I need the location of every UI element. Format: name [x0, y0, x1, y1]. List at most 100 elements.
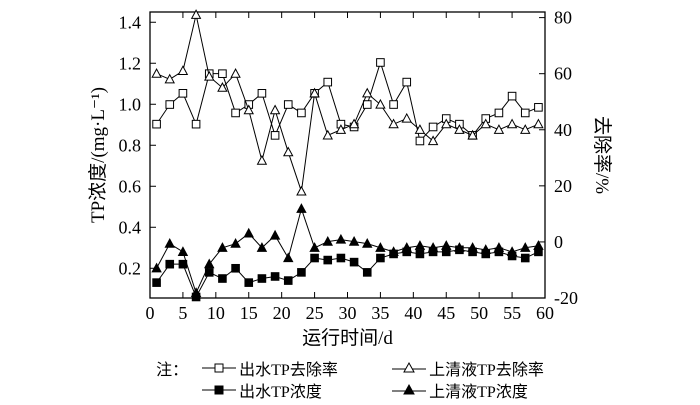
- filled-triangle-marker: [480, 244, 491, 254]
- open-square-marker: [218, 69, 227, 78]
- open-triangle-marker: [441, 118, 452, 129]
- filled-square-marker: [520, 253, 530, 263]
- open-square-marker: [507, 91, 517, 101]
- filled-triangle-marker: [506, 246, 518, 256]
- filled-triangle-marker-icon: [392, 383, 427, 395]
- filled-triangle-marker: [309, 242, 320, 252]
- filled-triangle-marker: [283, 252, 294, 263]
- filled-square-marker: [336, 253, 346, 263]
- legend-label: 上清液TP去除率: [429, 362, 544, 379]
- filled-triangle-marker: [204, 258, 215, 269]
- right-tick-label: 20: [554, 176, 572, 196]
- open-square-marker: [415, 136, 425, 146]
- legend-row-2: 出水TP浓度 上清液TP浓度: [156, 379, 544, 401]
- left-tick-label: 1.0: [119, 94, 142, 114]
- x-tick-label: 30: [339, 303, 357, 323]
- filled-square-marker-icon: [202, 385, 237, 395]
- open-square-marker: [283, 100, 293, 109]
- legend-label: 上清液TP浓度: [429, 384, 528, 401]
- open-square-marker: [520, 108, 530, 118]
- x-tick-label: 15: [240, 303, 258, 323]
- open-triangle-marker: [283, 146, 294, 157]
- x-tick-label: 20: [273, 303, 291, 323]
- right-tick-label: 60: [554, 64, 572, 84]
- filled-square-marker: [362, 268, 372, 277]
- x-tick-label: 25: [306, 303, 324, 323]
- open-triangle-marker: [190, 9, 202, 19]
- open-square-marker: [428, 122, 438, 132]
- filled-triangle-marker: [190, 287, 202, 297]
- open-triangle-marker: [401, 112, 412, 123]
- open-triangle-marker: [296, 185, 307, 196]
- x-tick-label: 5: [178, 303, 187, 323]
- filled-triangle-marker: [243, 227, 254, 238]
- filled-triangle-marker: [335, 233, 347, 244]
- filled-square-marker: [231, 263, 240, 273]
- open-triangle-marker: [506, 118, 518, 129]
- filled-square-marker: [297, 268, 306, 277]
- left-tick-label: 0.6: [119, 176, 142, 196]
- filled-square-marker: [152, 278, 161, 287]
- left-tick-label: 1.2: [119, 53, 142, 73]
- left-tick-label: 1.4: [119, 12, 142, 32]
- open-square-marker-icon: [202, 363, 237, 373]
- series-1-line: [156, 14, 539, 192]
- open-triangle-marker: [269, 104, 281, 115]
- open-triangle-marker: [164, 73, 175, 84]
- filled-triangle-marker: [454, 242, 465, 252]
- x-tick-label: 55: [503, 303, 521, 323]
- filled-square-marker: [323, 255, 333, 265]
- left-axis-title: TP浓度/(mg·L⁻¹): [87, 87, 109, 223]
- filled-triangle-marker: [230, 238, 241, 248]
- x-tick-label: 60: [536, 303, 554, 323]
- open-square-marker: [376, 58, 385, 67]
- filled-square-marker: [244, 278, 254, 287]
- open-square-marker: [389, 100, 398, 109]
- open-triangle-marker: [322, 129, 333, 140]
- filled-triangle-marker: [322, 235, 333, 246]
- legend-row-1: 注： 出水TP去除率 上清液TP去除率: [156, 357, 544, 379]
- filled-triangle-marker: [348, 235, 360, 246]
- x-tick-label: 10: [207, 303, 225, 323]
- open-triangle-marker: [375, 98, 386, 109]
- x-axis-title: 运行时间/d: [302, 327, 393, 349]
- filled-triangle-marker: [375, 242, 386, 252]
- left-tick-label: 0.4: [119, 217, 142, 237]
- left-tick-label: 0.2: [119, 258, 142, 278]
- filled-triangle-marker: [427, 242, 439, 252]
- open-square-marker: [297, 108, 306, 118]
- x-tick-label: 40: [404, 303, 422, 323]
- filled-square-marker: [218, 274, 227, 283]
- filled-square-marker: [283, 276, 293, 285]
- open-triangle-marker: [533, 118, 544, 129]
- open-square-marker: [270, 131, 280, 140]
- open-square-marker: [494, 108, 504, 118]
- chart-legend: 注： 出水TP去除率 上清液TP去除率: [156, 357, 544, 401]
- right-tick-label: 0: [554, 232, 563, 252]
- open-triangle-marker: [480, 118, 491, 129]
- open-square-marker: [257, 89, 267, 98]
- filled-triangle-marker: [414, 240, 426, 250]
- open-square-marker: [191, 119, 201, 129]
- right-tick-label: 80: [554, 8, 572, 28]
- open-triangle-marker: [362, 87, 373, 98]
- open-square-marker: [362, 100, 372, 109]
- open-triangle-marker: [243, 104, 254, 115]
- filled-triangle-marker: [388, 246, 399, 256]
- open-square-marker: [323, 77, 333, 87]
- filled-triangle-marker: [401, 242, 412, 252]
- filled-triangle-marker: [362, 238, 373, 248]
- open-triangle-marker: [256, 154, 268, 165]
- open-triangle-marker: [388, 118, 399, 129]
- open-square-marker: [534, 103, 543, 112]
- open-triangle-marker: [467, 129, 478, 140]
- filled-square-marker: [415, 249, 425, 259]
- filled-triangle-marker: [217, 242, 228, 252]
- open-triangle-marker: [230, 68, 241, 78]
- right-axis-title: 去除率/%: [591, 116, 613, 194]
- legend-item-effluent-conc: 出水TP浓度: [202, 378, 392, 402]
- x-tick-label: 0: [146, 303, 155, 323]
- left-tick-label: 0.8: [119, 135, 142, 155]
- filled-triangle-marker: [296, 203, 307, 213]
- filled-triangle-marker: [493, 242, 505, 252]
